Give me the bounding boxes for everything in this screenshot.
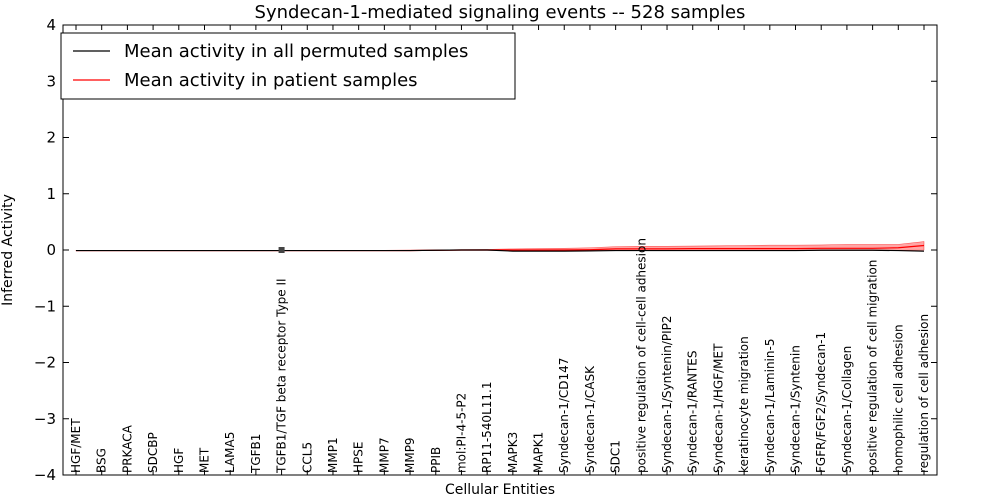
x-tick-label: TGFB1/TGF beta receptor Type II <box>275 278 289 474</box>
tick-layer: −4 −3 −2 −1 0 1 2 3 4 <box>34 16 937 484</box>
y-tick-label: 1 <box>46 185 56 203</box>
y-axis-label: Inferred Activity <box>0 194 16 306</box>
x-tick-label: PPIB <box>429 447 443 473</box>
x-tick-label: MET <box>197 447 211 473</box>
x-tick-label: MMP1 <box>326 437 340 473</box>
x-tick-label: SDC1 <box>609 440 623 473</box>
x-tick-label: positive regulation of cell migration <box>866 260 880 473</box>
x-tick-label: positive regulation of cell-cell adhesio… <box>634 238 648 473</box>
x-tick-label: Syndecan-1/Syntenin <box>789 345 803 473</box>
x-tick-label: HGF <box>172 448 186 473</box>
x-axis-label: Cellular Entities <box>445 482 555 498</box>
x-tick-label: Syndecan-1/Laminin-5 <box>763 339 777 473</box>
x-tick-label: MAPK1 <box>532 432 546 473</box>
x-tick-label: TGFB1 <box>249 434 263 474</box>
y-tick-label: −3 <box>34 410 56 428</box>
x-tick-label: MMP9 <box>403 437 417 473</box>
x-tick-label-layer: HGF/MET BSG PRKACA SDCBP HGF MET LAMA5 TGFB1 TGF… <box>69 238 931 474</box>
series-layer <box>76 244 925 253</box>
x-tick-label: HGF/MET <box>69 418 83 473</box>
x-tick-label: FGFR/FGF2/Syndecan-1 <box>814 332 828 473</box>
x-tick-label: Syndecan-1/HGF/MET <box>711 343 725 473</box>
x-tick-label: CCL5 <box>300 442 314 473</box>
legend: Mean activity in all permuted samples Me… <box>60 32 516 100</box>
x-tick-label: RP11-540L11.1 <box>480 382 494 473</box>
x-tick-label: LAMA5 <box>223 432 237 473</box>
x-tick-label: homophilic cell adhesion <box>891 324 905 473</box>
x-tick-label: HPSE <box>352 442 366 473</box>
y-tick-label: −4 <box>34 466 56 484</box>
x-tick-label: Syndecan-1/RANTES <box>686 351 700 473</box>
x-tick-label: keratinocyte migration <box>737 336 751 473</box>
x-tick-label: MAPK3 <box>506 432 520 473</box>
category-marker <box>278 247 285 253</box>
y-tick-label: −1 <box>34 297 56 315</box>
legend-box <box>60 32 516 100</box>
plot-area-frame <box>62 24 938 476</box>
y-tick-label: 0 <box>46 241 56 259</box>
chart-title: Syndecan-1-mediated signaling events -- … <box>255 2 746 23</box>
legend-label-permuted: Mean activity in all permuted samples <box>124 41 468 62</box>
y-tick-label: 3 <box>46 72 56 90</box>
x-tick-label: PRKACA <box>120 424 134 473</box>
legend-label-patient: Mean activity in patient samples <box>124 70 418 91</box>
x-tick-label: Syndecan-1/CD147 <box>557 358 571 473</box>
series-line-permuted <box>76 249 925 252</box>
x-tick-label: Syndecan-1/Collagen <box>840 346 854 473</box>
x-tick-label: Syndecan-1/CASK <box>583 365 597 473</box>
y-tick-label: 2 <box>46 129 56 147</box>
x-tick-label: SDCBP <box>146 432 160 473</box>
x-tick-label: MMP7 <box>377 437 391 473</box>
x-tick-label: BSG <box>95 448 109 473</box>
y-tick-label: 4 <box>46 16 56 34</box>
x-tick-label: mol:PI-4-5-P2 <box>454 393 468 473</box>
y-tick-label: −2 <box>34 354 56 372</box>
x-tick-label: regulation of cell adhesion <box>917 314 931 473</box>
x-tick-label: Syndecan-1/Syntenin/PIP2 <box>660 315 674 473</box>
